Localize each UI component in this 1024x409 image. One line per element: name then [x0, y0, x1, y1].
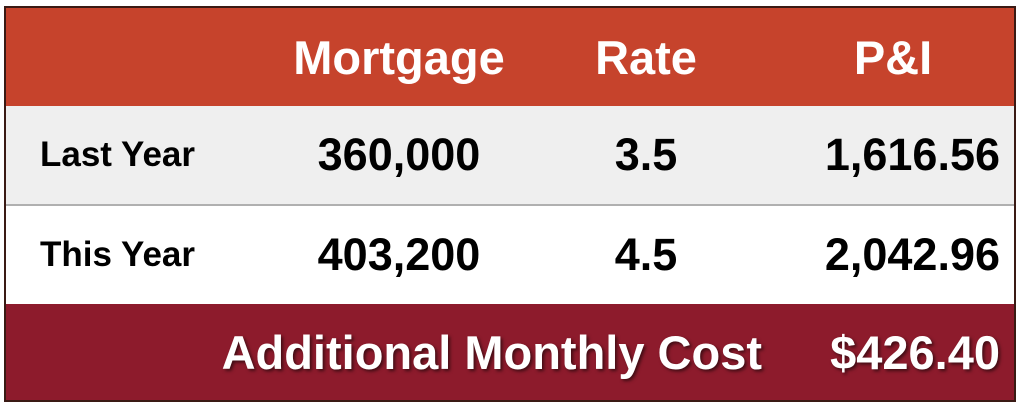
header-cell: Mortgage: [293, 30, 505, 84]
header-cell: P&I: [853, 30, 933, 84]
cost-table: Mortgage Rate P&I Last Year 360,000 3.5 …: [4, 6, 1016, 402]
table-row: This Year 403,200 4.5 2,042.96: [6, 206, 1014, 304]
row-label: This Year: [40, 235, 196, 274]
header-row: Mortgage Rate P&I: [6, 8, 1014, 106]
table-row: Last Year 360,000 3.5 1,616.56: [6, 106, 1014, 206]
footer-row: Additional Monthly Cost $426.40: [6, 304, 1014, 400]
cell: 4.5: [614, 229, 678, 280]
cell: 2,042.96: [824, 229, 1000, 280]
cell: 403,200: [317, 229, 481, 280]
header-cell: Rate: [595, 30, 697, 84]
footer-value: $426.40: [830, 325, 1000, 379]
cell: 360,000: [317, 129, 481, 180]
footer-label: Additional Monthly Cost: [221, 325, 762, 379]
cell: 1,616.56: [824, 129, 1000, 180]
cell: 3.5: [614, 129, 678, 180]
row-label: Last Year: [40, 135, 196, 174]
